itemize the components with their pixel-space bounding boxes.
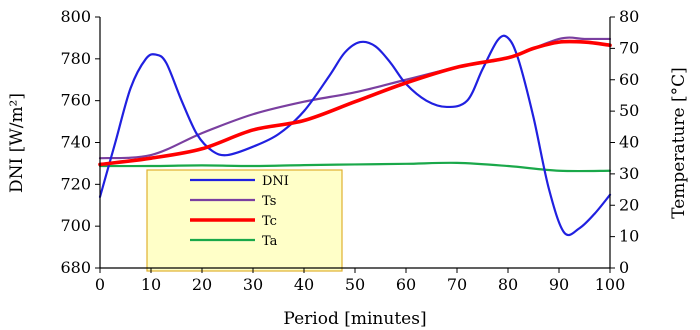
x-tick-label: 0	[95, 275, 105, 294]
right-y-tick-label: 20	[619, 195, 639, 214]
x-tick-label: 70	[447, 275, 467, 294]
x-tick-label: 10	[141, 275, 161, 294]
left-y-tick-label: 680	[60, 258, 91, 277]
legend-label-ta: Ta	[262, 234, 278, 249]
series-layer	[98, 34, 612, 237]
x-tick-label: 20	[192, 275, 212, 294]
right-y-tick-label: 80	[619, 7, 639, 26]
series-line-ts	[98, 36, 612, 160]
left-y-tick-label: 780	[60, 49, 91, 68]
series-line-tc	[98, 39, 612, 167]
right-y-tick-label: 40	[619, 133, 639, 152]
legend-label-dni: DNI	[262, 174, 289, 189]
x-tick-label: 80	[498, 275, 518, 294]
right-y-tick-label: 10	[619, 227, 639, 246]
series-line-ta	[98, 161, 612, 173]
x-tick-label: 100	[595, 275, 626, 294]
x-tick-label: 50	[345, 275, 365, 294]
x-tick-label: 40	[294, 275, 314, 294]
x-axis-title: Period [minutes]	[283, 309, 426, 329]
right-y-tick-label: 70	[619, 38, 639, 57]
left-y-tick-label: 700	[60, 216, 91, 235]
ticks-layer: 0 10 20 30 40 50 60 70 80 90 100680700720740760780…	[60, 7, 639, 294]
right-y-tick-label: 60	[619, 70, 639, 89]
right-y-tick-label: 50	[619, 101, 639, 120]
x-tick-label: 30	[243, 275, 263, 294]
legend: DNI Ts Tc Ta	[190, 174, 289, 249]
left-y-tick-label: 740	[60, 133, 91, 152]
x-tick-label: 60	[396, 275, 416, 294]
left-y-tick-label: 800	[60, 7, 91, 26]
right-y-tick-label: 0	[619, 258, 629, 277]
legend-label-ts: Ts	[262, 194, 276, 209]
series-line-dni	[98, 34, 612, 237]
left-y-tick-label: 760	[60, 91, 91, 110]
left-y-axis-title: DNI [W/m²]	[7, 93, 27, 193]
legend-label-tc: Tc	[262, 214, 277, 229]
left-y-tick-label: 720	[60, 174, 91, 193]
right-y-axis-title: Temperature [°C]	[669, 67, 689, 219]
right-y-tick-label: 30	[619, 164, 639, 183]
x-tick-label: 90	[549, 275, 569, 294]
